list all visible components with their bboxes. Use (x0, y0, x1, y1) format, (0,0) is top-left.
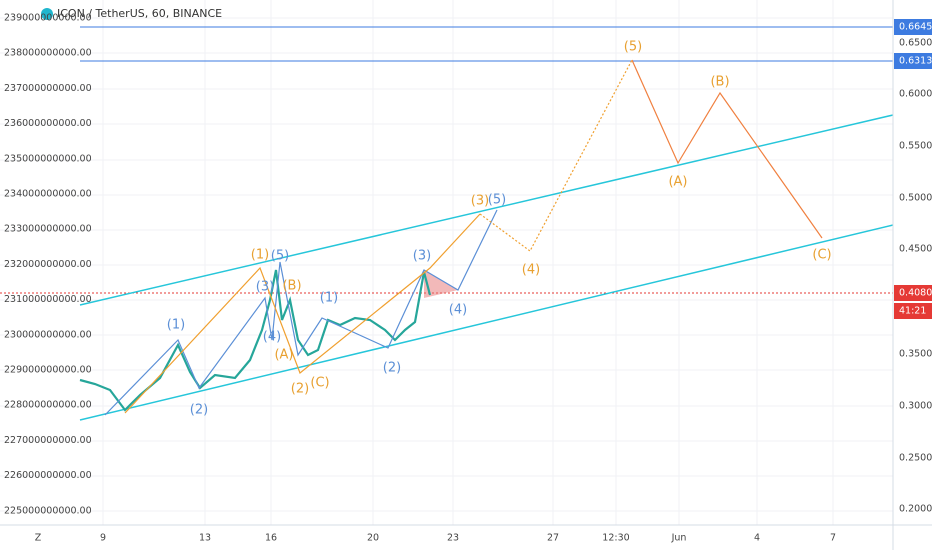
price-badge (894, 285, 932, 301)
triangle (424, 270, 458, 298)
x-axis-label: 16 (265, 533, 277, 544)
wave-label: (B) (282, 279, 301, 294)
x-axis-label: 20 (367, 533, 379, 544)
right-axis-label: 0.2000 (899, 504, 932, 515)
wave-label: (5) (488, 193, 506, 208)
dynamic: 239000000000.00 238000000000.00 2370000000… (4, 13, 932, 544)
x-axis-label: 4 (754, 533, 760, 544)
x-axis-label: 9 (100, 533, 106, 544)
symbol-icon (41, 8, 53, 20)
wave-label: (2) (291, 382, 309, 397)
price-badge (894, 19, 932, 35)
right-axis-label: 0.5500 (899, 141, 932, 152)
left-axis-label: 235000000000.00 (4, 153, 92, 164)
wave-label: (3) (256, 280, 274, 295)
wave-label: (A) (668, 175, 687, 190)
price-badge-text: 0.6645 (899, 22, 932, 33)
left-axis-label: 236000000000.00 (4, 118, 92, 129)
wave-label: (C) (812, 248, 831, 263)
corner-label: Z (35, 533, 42, 544)
wave-label: (C) (310, 376, 329, 391)
left-axis-label: 225000000000.00 (4, 505, 92, 516)
wave-label: (2) (190, 403, 208, 418)
right-axis-label: 0.3500 (899, 349, 932, 360)
x-axis-label: 23 (447, 533, 459, 544)
right-axis-label: 0.4500 (899, 244, 932, 255)
wave-label: (A) (274, 348, 293, 363)
price-candles (79, 269, 432, 412)
price-badge-text: 0.4080 (899, 288, 932, 299)
left-axis-label: 233000000000.00 (4, 224, 92, 235)
right-axis-label: 0.2500 (899, 453, 932, 464)
left-axis-label: 228000000000.00 (4, 400, 92, 411)
chart-title: ICON / TetherUS, 60, BINANCE (57, 7, 222, 20)
left-axis-label: 229000000000.00 (4, 365, 92, 376)
wave-label: (2) (383, 361, 401, 376)
left-axis-label: 237000000000.00 (4, 83, 92, 94)
wave-label: (4) (449, 303, 467, 318)
right-axis-label: 0.5000 (899, 193, 932, 204)
x-axis-label: 7 (830, 533, 836, 544)
x-axis-label: 13 (199, 533, 211, 544)
orange-waves (124, 213, 481, 414)
wave-label: (1) (167, 318, 185, 333)
price-badge-text: 41:21 (899, 306, 926, 317)
right-axis-label: 0.6500 (899, 38, 932, 49)
left-axis-label: 238000000000.00 (4, 48, 92, 59)
left-axis-label: 231000000000.00 (4, 294, 92, 305)
wave-label: (3) (471, 194, 489, 209)
blue-waves (104, 209, 498, 416)
x-axis-label: Jun (671, 533, 687, 544)
wave-label: (1) (320, 291, 338, 306)
wave-label: (4) (522, 263, 540, 278)
right-axis-label: 0.6000 (899, 89, 932, 100)
wave-label: (5) (624, 40, 642, 55)
left-axis-label: 232000000000.00 (4, 259, 92, 270)
projection-dotted (479, 59, 633, 252)
price-badge (894, 53, 932, 69)
x-axis-label: 27 (547, 533, 559, 544)
left-axis-label: 226000000000.00 (4, 470, 92, 481)
left-axis-label: 230000000000.00 (4, 329, 92, 340)
wave-label: (4) (263, 330, 281, 345)
left-axis-label: 234000000000.00 (4, 189, 92, 200)
channel-lower (79, 224, 894, 421)
right-axis-label: 0.3000 (899, 401, 932, 412)
left-axis-label: 227000000000.00 (4, 435, 92, 446)
wave-label: (B) (710, 75, 729, 90)
left-axis-label: 239000000000.00 (4, 13, 92, 24)
wave-label: (5) (271, 249, 289, 264)
wave-label: (1) (251, 248, 269, 263)
price-badge-text: 0.6313 (899, 56, 932, 67)
wave-label: (3) (413, 249, 431, 264)
x-axis-label: 12:30 (602, 533, 629, 544)
projection (631, 59, 823, 239)
price-badge (894, 303, 932, 319)
